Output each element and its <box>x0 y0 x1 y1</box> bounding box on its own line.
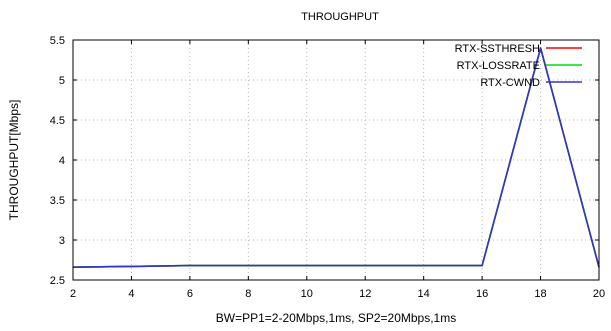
axis-ticks: 2 4 6 8 10 12 14 16 18 20 2.5 3 3.5 4 4.5 5 5.5 <box>50 35 605 300</box>
plot-frame <box>72 39 600 281</box>
legend-label-rtx-ssthresh: RTX-SSTHRESH <box>455 43 540 55</box>
legend: RTX-SSTHRESH RTX-LOSSRATE RTX-CWND <box>455 43 582 89</box>
x-tick-label: 12 <box>359 288 371 300</box>
y-tick-label: 3.5 <box>50 195 65 207</box>
y-axis-label: THROUGHPUT[Mbps] <box>7 100 21 221</box>
x-tick-label: 14 <box>418 288 430 300</box>
x-axis-label: BW=PP1=2-20Mbps,1ms, SP2=20Mbps,1ms <box>216 311 456 325</box>
x-tick-label: 6 <box>187 288 193 300</box>
y-tick-label: 2.5 <box>50 275 65 287</box>
y-tick-label: 5 <box>59 75 65 87</box>
chart-title: THROUGHPUT <box>301 11 379 23</box>
series-lines <box>72 47 600 268</box>
x-tick-label: 10 <box>301 288 313 300</box>
x-tick-label: 2 <box>70 288 76 300</box>
y-tick-label: 5.5 <box>50 35 65 47</box>
grid-lines <box>73 40 599 280</box>
x-tick-label: 8 <box>245 288 251 300</box>
x-tick-label: 16 <box>476 288 488 300</box>
x-tick-label: 4 <box>128 288 134 300</box>
y-tick-label: 4 <box>59 155 65 167</box>
x-tick-label: 20 <box>593 288 605 300</box>
y-tick-label: 3 <box>59 235 65 247</box>
legend-label-rtx-lossrate: RTX-LOSSRATE <box>457 60 540 72</box>
legend-label-rtx-cwnd: RTX-CWND <box>480 77 540 89</box>
series-line-rtx-cwnd <box>72 47 600 268</box>
x-tick-label: 18 <box>534 288 546 300</box>
y-tick-label: 4.5 <box>50 115 65 127</box>
